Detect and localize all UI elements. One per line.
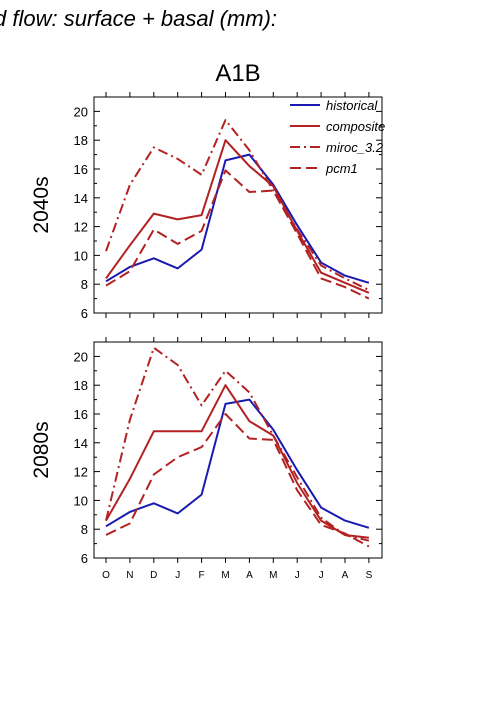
x-tick-label: N bbox=[126, 570, 133, 581]
y-tick-label: 14 bbox=[74, 191, 88, 206]
x-tick-label: D bbox=[150, 570, 157, 581]
panel-label: 2040s bbox=[30, 176, 53, 233]
y-tick-label: 10 bbox=[74, 493, 88, 508]
y-tick-label: 20 bbox=[74, 104, 88, 119]
panel-label: 2080s bbox=[30, 421, 53, 478]
y-tick-label: 8 bbox=[81, 277, 88, 292]
y-tick-label: 18 bbox=[74, 133, 88, 148]
x-tick-label: M bbox=[221, 570, 229, 581]
series-line-composite bbox=[105, 139, 370, 294]
x-tick-label: M bbox=[269, 570, 277, 581]
legend-label: composite bbox=[326, 119, 385, 134]
x-tick-label: O bbox=[102, 570, 110, 581]
y-tick-label: 10 bbox=[74, 248, 88, 263]
y-tick-label: 16 bbox=[74, 407, 88, 422]
y-tick-label: 18 bbox=[74, 378, 88, 393]
y-tick-label: 12 bbox=[74, 220, 88, 235]
plot-frame bbox=[93, 96, 383, 314]
chart-panel-2040s: 6 8 10 12 14 16 18 20 2040s historical composite mi… bbox=[30, 92, 385, 321]
series-line-historical bbox=[105, 398, 370, 529]
y-tick-label: 6 bbox=[81, 551, 88, 566]
series-line-miroc-3-2 bbox=[105, 119, 370, 291]
y-tick-label: 12 bbox=[74, 465, 88, 480]
legend-label: historical bbox=[326, 98, 378, 113]
legend-label: miroc_3.2 bbox=[326, 140, 384, 155]
series-line-pcm1 bbox=[105, 413, 370, 548]
series-line-historical bbox=[105, 153, 370, 284]
y-tick-label: 16 bbox=[74, 162, 88, 177]
scenario-title: A1B bbox=[215, 60, 260, 87]
series-line-pcm1 bbox=[105, 169, 370, 300]
x-tick-label: F bbox=[199, 570, 205, 581]
x-tick-label: J bbox=[295, 570, 300, 581]
x-tick-label: A bbox=[342, 570, 349, 581]
series-line-composite bbox=[105, 384, 370, 539]
series-line-miroc-3-2 bbox=[105, 346, 370, 542]
plot-frame bbox=[93, 341, 383, 559]
x-tick-label: J bbox=[175, 570, 180, 581]
figure-title: d flow: surface + basal (mm): bbox=[0, 6, 277, 31]
x-tick-label: A bbox=[246, 570, 253, 581]
x-tick-label: J bbox=[319, 570, 324, 581]
x-tick-label: S bbox=[366, 570, 373, 581]
chart-panel-2080s: 6 8 10 12 14 16 18 20 O N D J F M A M J J A S 2080s bbox=[30, 337, 383, 581]
y-tick-label: 20 bbox=[74, 349, 88, 364]
y-tick-label: 14 bbox=[74, 436, 88, 451]
y-tick-label: 8 bbox=[81, 522, 88, 537]
y-tick-label: 6 bbox=[81, 306, 88, 321]
legend-label: pcm1 bbox=[325, 161, 358, 176]
